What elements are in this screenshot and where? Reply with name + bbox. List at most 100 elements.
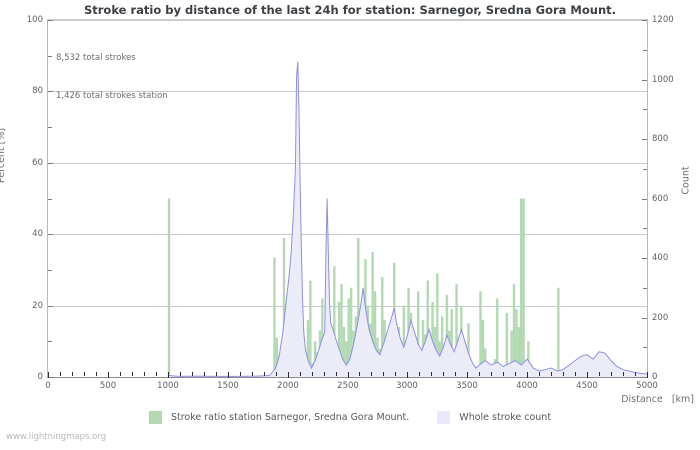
- y-tick-minor: [48, 341, 52, 342]
- y2-tick-minor: [643, 228, 647, 229]
- gridline: [48, 234, 647, 235]
- y2-tick-minor: [643, 50, 647, 51]
- y2-tick-major: [642, 377, 647, 378]
- x-tick-major: [407, 372, 408, 378]
- y-axis-label: 60: [32, 158, 43, 168]
- gridline: [48, 163, 647, 164]
- x-tick-minor: [623, 372, 624, 376]
- x-axis-label: 2500: [337, 381, 359, 391]
- x-tick-minor: [324, 372, 325, 376]
- left-axis-title: Percent [%]: [0, 127, 8, 184]
- y2-axis-label: 800: [652, 134, 669, 144]
- x-tick-minor: [276, 372, 277, 376]
- x-tick-major: [228, 372, 229, 378]
- x-tick-minor: [491, 372, 492, 376]
- y2-tick-major: [642, 199, 647, 200]
- bar: [347, 298, 350, 377]
- x-axis-label: 5000: [636, 381, 658, 391]
- right-axis-title: Count: [680, 166, 692, 195]
- bar: [510, 330, 513, 377]
- bar: [416, 291, 420, 377]
- x-tick-minor: [120, 372, 121, 376]
- x-tick-minor: [84, 372, 85, 376]
- y-axis-label: 80: [32, 86, 43, 96]
- x-tick-minor: [635, 372, 636, 376]
- bar: [309, 280, 312, 377]
- bar: [342, 327, 346, 377]
- x-tick-minor: [503, 372, 504, 376]
- y-tick-major: [48, 377, 53, 378]
- bar: [479, 291, 482, 377]
- y-axis-label: 40: [32, 229, 43, 239]
- x-tick-major: [288, 372, 289, 378]
- y2-axis-label: 0: [652, 372, 658, 382]
- bar: [522, 198, 525, 377]
- bar: [275, 337, 279, 377]
- x-axis-label: 1000: [157, 381, 179, 391]
- bar: [512, 284, 516, 377]
- x-tick-minor: [156, 372, 157, 376]
- y2-tick-minor: [643, 109, 647, 110]
- legend-label: Stroke ratio station Sarnegor, Sredna Go…: [170, 412, 410, 423]
- x-tick-minor: [563, 372, 564, 376]
- x-tick-minor: [204, 372, 205, 376]
- x-tick-minor: [72, 372, 73, 376]
- y2-tick-major: [642, 20, 647, 21]
- count-area-fill: [167, 61, 647, 377]
- bar: [450, 309, 453, 377]
- x-tick-major: [467, 372, 468, 378]
- x-tick-minor: [300, 372, 301, 376]
- x-tick-minor: [515, 372, 516, 376]
- y-tick-major: [48, 91, 53, 92]
- x-tick-minor: [312, 372, 313, 376]
- x-axis-label: 1500: [217, 381, 239, 391]
- x-tick-minor: [252, 372, 253, 376]
- bar: [440, 316, 444, 377]
- y-tick-major: [48, 163, 53, 164]
- x-tick-major: [348, 372, 349, 378]
- legend-item[interactable]: Whole stroke count: [437, 411, 551, 424]
- bar: [167, 198, 171, 377]
- legend-item[interactable]: Stroke ratio station Sarnegor, Sredna Go…: [148, 411, 410, 424]
- x-tick-minor: [60, 372, 61, 376]
- x-axis-label: 2000: [277, 381, 299, 391]
- x-tick-minor: [443, 372, 444, 376]
- y2-axis-label: 200: [652, 313, 669, 323]
- gridline: [48, 91, 647, 92]
- bar: [306, 319, 310, 377]
- y2-tick-minor: [643, 169, 647, 170]
- x-tick-major: [48, 372, 49, 378]
- x-tick-minor: [395, 372, 396, 376]
- x-tick-minor: [455, 372, 456, 376]
- y2-tick-minor: [643, 347, 647, 348]
- x-tick-minor: [371, 372, 372, 376]
- bar: [371, 252, 374, 377]
- x-axis-label: 3500: [456, 381, 478, 391]
- y-tick-major: [48, 234, 53, 235]
- y2-axis-label: 1200: [652, 15, 674, 25]
- gridline: [48, 20, 647, 21]
- y-tick-minor: [48, 199, 52, 200]
- count-line: [167, 61, 647, 377]
- bar: [455, 284, 458, 377]
- x-tick-minor: [359, 372, 360, 376]
- bar: [381, 277, 384, 377]
- x-tick-minor: [419, 372, 420, 376]
- x-tick-major: [527, 372, 528, 378]
- bar: [340, 284, 343, 377]
- bar: [426, 280, 429, 377]
- x-tick-minor: [216, 372, 217, 376]
- y2-tick-major: [642, 80, 647, 81]
- y-tick-minor: [48, 270, 52, 271]
- x-axis-title: Distance [km]: [621, 394, 694, 405]
- legend-swatch: [437, 411, 451, 424]
- bar: [467, 323, 470, 377]
- x-tick-minor: [575, 372, 576, 376]
- legend-label: Whole stroke count: [459, 412, 552, 423]
- bar: [337, 302, 341, 377]
- x-tick-minor: [431, 372, 432, 376]
- x-tick-minor: [144, 372, 145, 376]
- bar: [505, 312, 509, 377]
- y2-tick-major: [642, 318, 647, 319]
- bar: [345, 341, 348, 377]
